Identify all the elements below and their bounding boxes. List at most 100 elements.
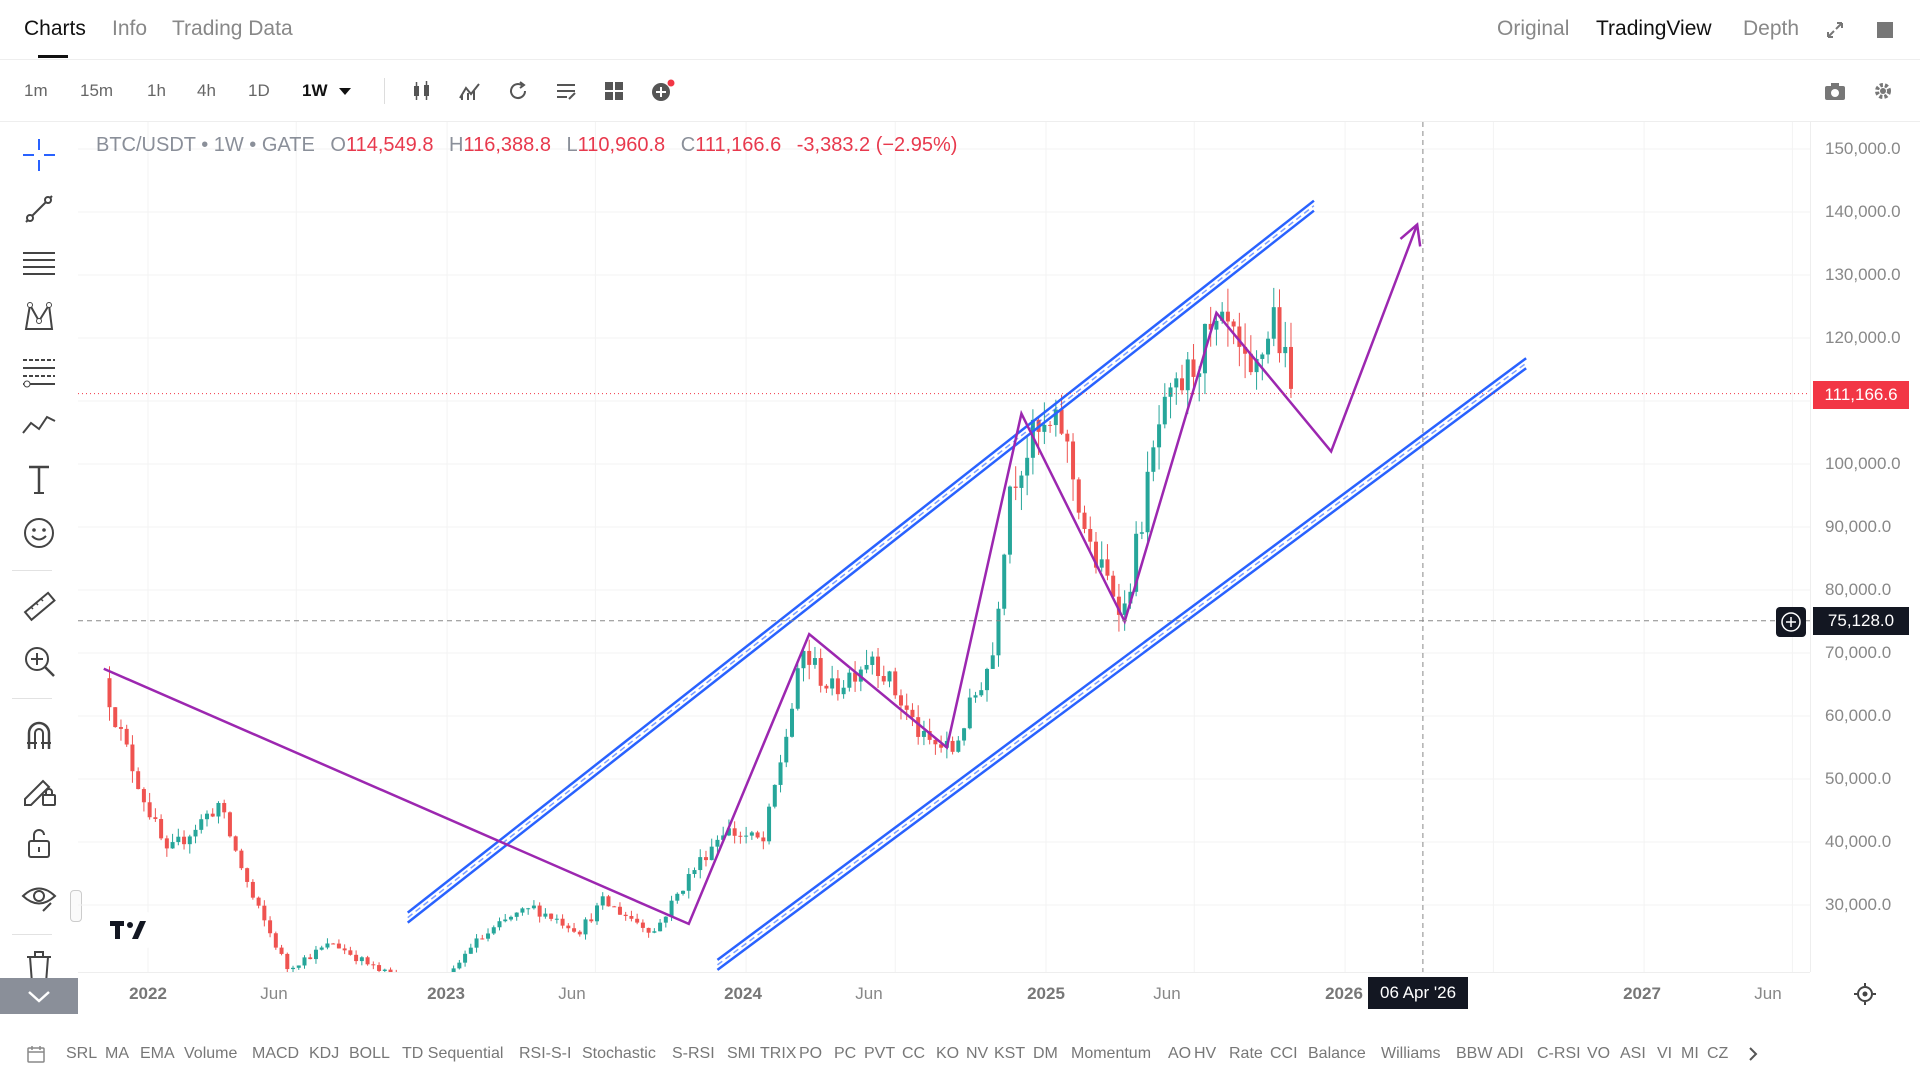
fib-tool[interactable] (20, 352, 58, 390)
indicator-momentum[interactable]: Momentum (1071, 1045, 1152, 1062)
indicator-cc[interactable]: CC (902, 1045, 926, 1062)
indicator-adi[interactable]: ADI (1497, 1045, 1524, 1062)
indicator-nv[interactable]: NV (966, 1045, 989, 1062)
indicator-trix[interactable]: TRIX (760, 1045, 797, 1062)
indicator-rate[interactable]: Rate (1229, 1045, 1263, 1062)
indicator-ko[interactable]: KO (936, 1045, 960, 1062)
candle-body (388, 969, 393, 972)
zoom-tool[interactable] (20, 642, 58, 680)
timeframe-1d[interactable]: 1D (248, 81, 270, 100)
sidebar-toggle[interactable] (70, 890, 82, 922)
view-original[interactable]: Original (1497, 17, 1570, 40)
time-axis[interactable]: 2022 Jun 2023 Jun 2024 Jun 2025 Jun 2026… (78, 972, 1810, 1016)
candle-body (990, 655, 995, 669)
indicator-pvt[interactable]: PVT (864, 1045, 896, 1062)
candle-body (669, 900, 674, 917)
indicator-vi[interactable]: VI (1657, 1045, 1673, 1062)
layout-grid-icon[interactable] (601, 78, 627, 104)
price-chart[interactable] (78, 122, 1810, 972)
candle-body (996, 608, 1001, 656)
tab-charts[interactable]: Charts (24, 17, 86, 40)
measure-tool[interactable] (20, 588, 58, 626)
timeframe-15m[interactable]: 15m (80, 81, 114, 100)
indicator-macd[interactable]: MACD (252, 1045, 300, 1062)
view-tradingview[interactable]: TradingView (1596, 17, 1712, 40)
indicator-vo[interactable]: VO (1587, 1045, 1611, 1062)
price-axis[interactable]: 150,000.0 140,000.0 130,000.0 120,000.0 … (1810, 122, 1920, 972)
chart-pane[interactable]: BTC/USDT • 1W • GATE O114,549.8 H116,388… (78, 122, 1810, 972)
indicator-srl[interactable]: SRL (66, 1045, 98, 1062)
candle-body (503, 919, 508, 922)
indicator-mi[interactable]: MI (1681, 1045, 1699, 1062)
indicator-cz[interactable]: CZ (1707, 1045, 1729, 1062)
visibility-tool[interactable] (20, 878, 58, 916)
settings-icon[interactable] (1852, 981, 1878, 1007)
indicator-ema[interactable]: EMA (140, 1045, 175, 1062)
candle-body (153, 817, 158, 819)
emoji-tool[interactable] (20, 514, 58, 552)
pattern-tool[interactable] (20, 298, 58, 336)
candle-body (193, 829, 198, 837)
calendar-icon[interactable] (26, 1044, 46, 1064)
path-tool[interactable] (20, 406, 58, 444)
indicator-s-rsi[interactable]: S-RSI (672, 1045, 715, 1062)
indicator-dm[interactable]: DM (1033, 1045, 1058, 1062)
trend-line-tool[interactable] (20, 190, 58, 228)
add-alert-button[interactable] (1776, 607, 1806, 637)
horizontal-lines-tool[interactable] (20, 244, 58, 282)
indicator-pc[interactable]: PC (834, 1045, 857, 1062)
crosshair-tool[interactable] (20, 136, 58, 174)
indicator-rsi-s-i[interactable]: RSI-S-I (519, 1045, 572, 1062)
indicator-kst[interactable]: KST (994, 1045, 1026, 1062)
indicator-volume[interactable]: Volume (184, 1045, 238, 1062)
settings-icon[interactable] (1870, 78, 1896, 104)
candle-body (652, 931, 657, 933)
timeframe-1h[interactable]: 1h (147, 81, 166, 100)
indicator-c-rsi[interactable]: C-RSI (1537, 1045, 1581, 1062)
indicator-smi[interactable]: SMI (727, 1045, 756, 1062)
indicator-po[interactable]: PO (799, 1045, 823, 1062)
chevron-down-icon (28, 991, 50, 1003)
tradingview-logo[interactable] (102, 912, 154, 948)
indicator-cci[interactable]: CCI (1270, 1045, 1298, 1062)
replay-icon[interactable] (505, 78, 531, 104)
indicator-ma[interactable]: MA (105, 1045, 129, 1062)
tab-info[interactable]: Info (112, 17, 148, 40)
indicators-icon[interactable] (457, 78, 483, 104)
candle-body (348, 950, 353, 955)
chevron-down-icon[interactable] (336, 82, 354, 100)
square-icon[interactable] (1874, 19, 1896, 41)
tab-trading-data[interactable]: Trading Data (172, 17, 293, 40)
timeframe-1m[interactable]: 1m (24, 81, 48, 100)
candle-type-icon[interactable] (409, 78, 435, 104)
candle-body (1111, 575, 1116, 597)
lock-tool[interactable] (20, 824, 58, 862)
indicator-td-sequential[interactable]: TD Sequential (402, 1045, 504, 1062)
fullscreen-icon[interactable] (1824, 19, 1846, 41)
indicator-ao[interactable]: AO (1168, 1045, 1192, 1062)
collapse-toolbar-button[interactable] (0, 978, 78, 1014)
candle-body (107, 678, 112, 708)
indicator-bbw[interactable]: BBW (1456, 1045, 1493, 1062)
indicator-hv[interactable]: HV (1194, 1045, 1217, 1062)
candle-body (1128, 591, 1133, 604)
camera-icon[interactable] (1822, 78, 1848, 104)
view-depth[interactable]: Depth (1743, 17, 1800, 40)
timeframe-1w[interactable]: 1W (302, 81, 328, 100)
chevron-right-icon[interactable] (1744, 1045, 1762, 1063)
indicator-asi[interactable]: ASI (1620, 1045, 1646, 1062)
indicator-balance[interactable]: Balance (1308, 1045, 1366, 1062)
indicator-stochastic[interactable]: Stochastic (582, 1045, 656, 1062)
candle-body (692, 870, 697, 875)
candle-body (1231, 321, 1236, 327)
draw-mode-tool[interactable] (20, 770, 58, 808)
add-indicator-icon[interactable] (649, 78, 675, 104)
indicator-boll[interactable]: BOLL (349, 1045, 390, 1062)
timeframe-4h[interactable]: 4h (197, 81, 216, 100)
magnet-tool[interactable] (20, 716, 58, 754)
candle-body (876, 656, 881, 677)
template-icon[interactable] (553, 78, 579, 104)
text-tool[interactable] (20, 460, 58, 498)
indicator-williams[interactable]: Williams (1381, 1045, 1441, 1062)
indicator-kdj[interactable]: KDJ (309, 1045, 340, 1062)
